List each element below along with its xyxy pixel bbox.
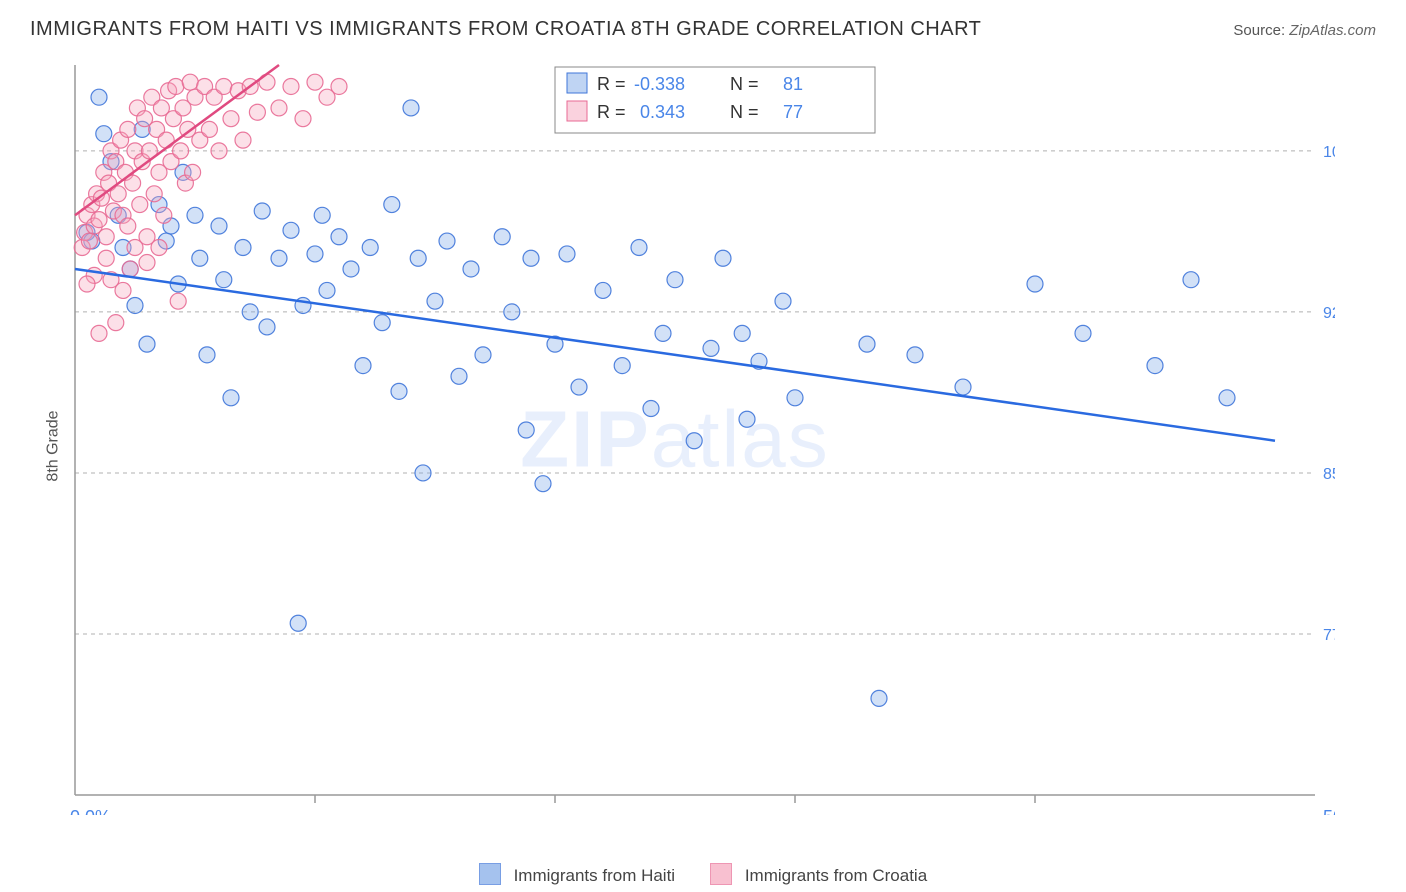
legend-label-croatia: Immigrants from Croatia xyxy=(745,866,927,885)
source-label: Source: xyxy=(1233,22,1285,39)
scatter-chart: 77.5% 85.0% 92.5% 100.0% 0.0% 50.0% ZIPatlas R … xyxy=(55,55,1335,815)
legend-swatch-haiti xyxy=(479,863,501,885)
legend-swatch-croatia xyxy=(710,863,732,885)
bottom-legend: Immigrants from Haiti Immigrants from Cr… xyxy=(0,863,1406,886)
title-bar: IMMIGRANTS FROM HAITI VS IMMIGRANTS FROM… xyxy=(30,18,1376,41)
plot-area: 77.5% 85.0% 92.5% 100.0% 0.0% 50.0% ZIPatlas R … xyxy=(55,55,1335,815)
chart-title: IMMIGRANTS FROM HAITI VS IMMIGRANTS FROM… xyxy=(30,18,981,41)
legend-item-croatia: Immigrants from Croatia xyxy=(710,863,927,886)
svg-text:ZIPatlas: ZIPatlas xyxy=(520,395,829,484)
source-attribution: Source: ZipAtlas.com xyxy=(1233,22,1376,39)
svg-text:85.0%: 85.0% xyxy=(1323,466,1335,483)
source-value: ZipAtlas.com xyxy=(1289,22,1376,39)
svg-text:92.5%: 92.5% xyxy=(1323,305,1335,322)
svg-text:N =: N = xyxy=(730,102,759,122)
legend-item-haiti: Immigrants from Haiti xyxy=(479,863,675,886)
svg-text:77.5%: 77.5% xyxy=(1323,627,1335,644)
legend-label-haiti: Immigrants from Haiti xyxy=(514,866,676,885)
svg-text:-0.338: -0.338 xyxy=(634,74,685,94)
svg-text:R =: R = xyxy=(597,74,626,94)
svg-text:77: 77 xyxy=(783,102,803,122)
svg-text:100.0%: 100.0% xyxy=(1323,144,1335,161)
svg-text:0.0%: 0.0% xyxy=(70,807,111,815)
svg-text:R =: R = xyxy=(597,102,626,122)
svg-text:0.343: 0.343 xyxy=(640,102,685,122)
svg-text:N =: N = xyxy=(730,74,759,94)
svg-text:81: 81 xyxy=(783,74,803,94)
svg-text:50.0%: 50.0% xyxy=(1323,807,1335,815)
